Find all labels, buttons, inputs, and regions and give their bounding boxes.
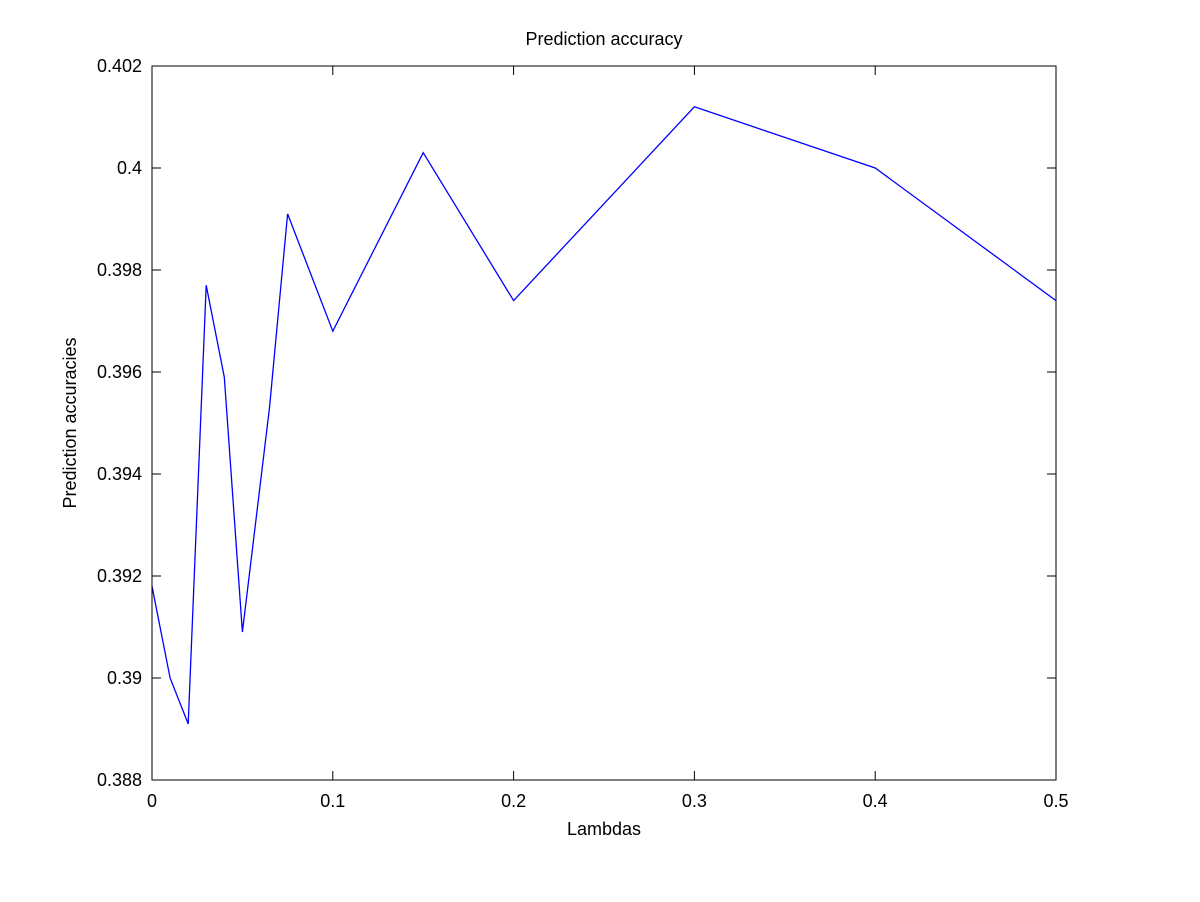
x-tick-label: 0.1 bbox=[320, 791, 345, 811]
x-tick-label: 0 bbox=[147, 791, 157, 811]
x-tick-label: 0.5 bbox=[1043, 791, 1068, 811]
x-tick-label: 0.2 bbox=[501, 791, 526, 811]
y-tick-label: 0.4 bbox=[117, 158, 142, 178]
x-tick-label: 0.3 bbox=[682, 791, 707, 811]
y-tick-label: 0.394 bbox=[97, 464, 142, 484]
y-tick-label: 0.39 bbox=[107, 668, 142, 688]
y-tick-label: 0.392 bbox=[97, 566, 142, 586]
y-tick-label: 0.396 bbox=[97, 362, 142, 382]
ticks: 0 0.1 0.2 0.3 0.4 0.5 0.388 0.39 0.392 0.394 0.396… bbox=[97, 56, 1069, 811]
y-tick-label: 0.398 bbox=[97, 260, 142, 280]
series-line-0 bbox=[151, 106, 1057, 725]
y-axis-label: Prediction accuracies bbox=[60, 337, 80, 508]
series-layer bbox=[151, 106, 1057, 725]
y-tick-label: 0.402 bbox=[97, 56, 142, 76]
y-tick-label: 0.388 bbox=[97, 770, 142, 790]
x-axis-label: Lambdas bbox=[567, 819, 641, 839]
chart-title: Prediction accuracy bbox=[525, 29, 682, 49]
axes-frame bbox=[151, 65, 1057, 781]
x-tick-label: 0.4 bbox=[863, 791, 888, 811]
